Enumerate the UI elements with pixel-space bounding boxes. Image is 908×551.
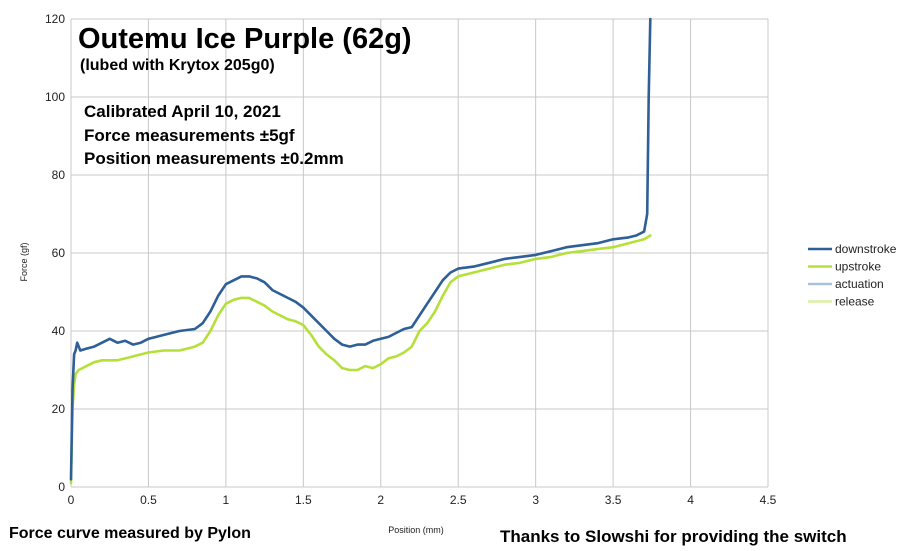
legend: downstroke upstroke actuation release <box>808 242 897 309</box>
footer-thanks: Thanks to Slowshi for providing the swit… <box>500 527 847 546</box>
note-calibration: Calibrated April 10, 2021 <box>84 102 281 121</box>
x-tick-label: 2.5 <box>450 493 467 507</box>
note-position-accuracy: Position measurements ±0.2mm <box>84 149 344 168</box>
x-axis-title: Position (mm) <box>388 525 444 535</box>
legend-label-upstroke: upstroke <box>835 260 881 274</box>
y-tick-label: 100 <box>45 90 65 104</box>
y-axis-title: Force (gf) <box>19 242 29 281</box>
y-tick-label: 60 <box>52 246 66 260</box>
legend-label-actuation: actuation <box>835 277 884 291</box>
x-tick-label: 4.5 <box>760 493 777 507</box>
grid-lines <box>70 18 769 488</box>
note-force-accuracy: Force measurements ±5gf <box>84 126 295 145</box>
x-tick-label: 3.5 <box>605 493 622 507</box>
x-tick-label: 1 <box>223 493 230 507</box>
x-tick-label: 3 <box>532 493 539 507</box>
y-tick-label: 0 <box>58 480 65 494</box>
footer-measured-by: Force curve measured by Pylon <box>9 525 251 542</box>
x-tick-label: 0.5 <box>140 493 157 507</box>
x-tick-label: 4 <box>687 493 694 507</box>
chart-title: Outemu Ice Purple (62g) <box>78 23 412 55</box>
y-tick-label: 80 <box>52 168 66 182</box>
legend-label-downstroke: downstroke <box>835 242 897 256</box>
chart-subtitle: (lubed with Krytox 205g0) <box>80 57 275 74</box>
series-line-upstroke <box>69 234 652 485</box>
y-tick-label: 40 <box>52 324 66 338</box>
legend-label-release: release <box>835 295 875 309</box>
x-tick-label: 2 <box>377 493 384 507</box>
tick-labels: 0 20 40 60 80 100 120 0 0.5 1 1.5 2 2.5 3 3.5 4 4.5 <box>45 12 777 507</box>
y-tick-label: 20 <box>52 402 66 416</box>
series-group <box>69 17 652 485</box>
y-tick-label: 120 <box>45 12 65 26</box>
x-tick-label: 0 <box>68 493 75 507</box>
series-line-downstroke <box>69 17 652 481</box>
x-tick-label: 1.5 <box>295 493 312 507</box>
